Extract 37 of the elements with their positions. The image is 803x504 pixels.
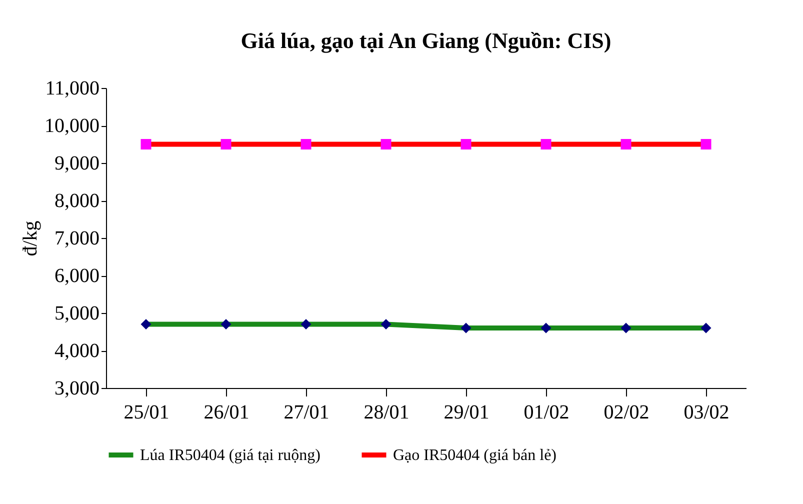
x-tick-label: 03/02 [684, 402, 730, 424]
point [220, 319, 232, 330]
y-tick-label: 8,000 [54, 190, 100, 212]
point [380, 319, 392, 330]
point [140, 319, 152, 330]
y-tick-label: 4,000 [54, 340, 100, 362]
point [700, 139, 712, 150]
y-axis-title: đ/kg [20, 220, 42, 256]
x-tick-label: 01/02 [524, 402, 570, 424]
point [300, 319, 312, 330]
y-tick-label: 3,000 [54, 378, 100, 400]
y-tick-label: 10,000 [44, 115, 100, 137]
x-tick-label: 25/01 [124, 402, 170, 424]
x-tick-label: 02/02 [604, 402, 650, 424]
point [620, 139, 632, 150]
x-tick-label: 28/01 [364, 402, 410, 424]
point [540, 322, 552, 334]
point [220, 139, 232, 150]
point [300, 139, 312, 150]
y-tick-label: 7,000 [54, 228, 100, 250]
point [380, 139, 392, 150]
y-tick-label: 5,000 [54, 302, 100, 324]
y-tick-label: 9,000 [54, 152, 100, 174]
point [540, 139, 552, 150]
point [460, 139, 472, 150]
chart-title: Giá lúa, gạo tại An Giang (Nguồn: CIS) [240, 28, 612, 53]
point [700, 322, 712, 334]
x-tick-label: 29/01 [444, 402, 490, 424]
y-tick-label: 6,000 [54, 265, 100, 287]
point [620, 322, 632, 334]
point [140, 139, 152, 150]
y-tick-label: 11,000 [45, 78, 100, 100]
x-tick-label: 26/01 [204, 402, 250, 424]
point [460, 322, 472, 334]
legend-label: Gạo IR50404 (giá bán lẻ) [393, 447, 557, 464]
legend-label: Lúa IR50404 (giá tại ruộng) [140, 447, 320, 464]
x-tick-label: 27/01 [284, 402, 330, 424]
